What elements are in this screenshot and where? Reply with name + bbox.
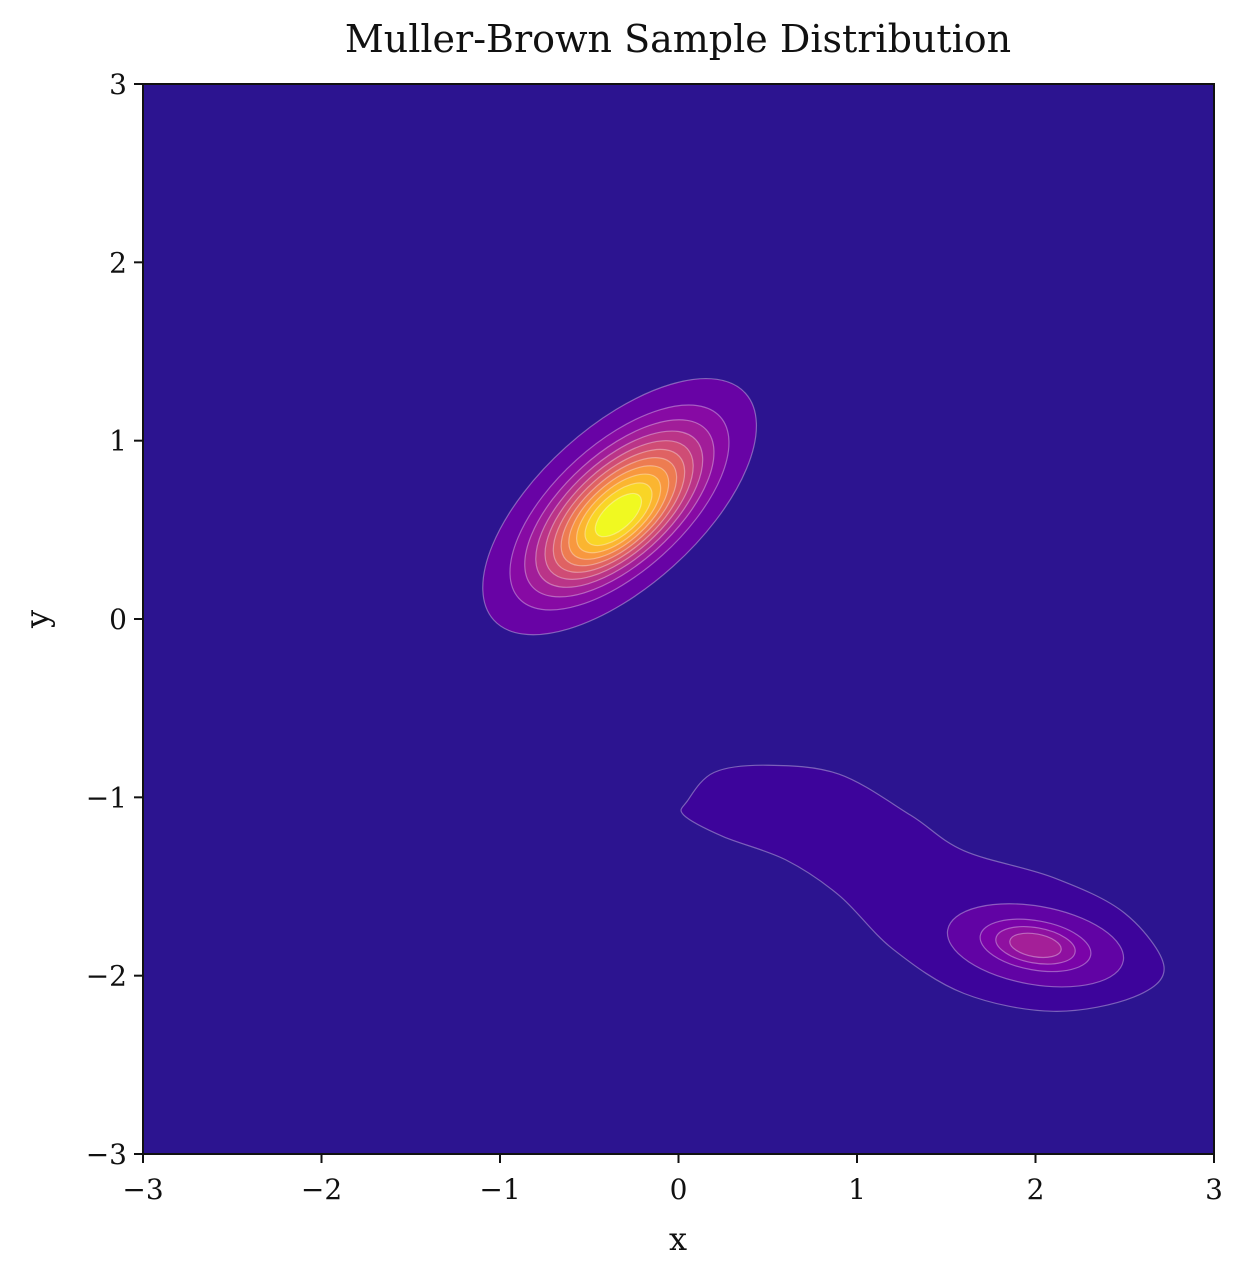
- y-tick-label: −1: [86, 781, 127, 814]
- x-tick-label: 2: [1027, 1173, 1045, 1206]
- y-axis: −3 −2 −1 0 1 2 3: [86, 68, 143, 1171]
- chart-title: Muller-Brown Sample Distribution: [345, 17, 1011, 61]
- y-tick-label: 2: [109, 246, 127, 279]
- density-contours: [482, 378, 1165, 1012]
- x-axis: −3 −2 −1 0 1 2 3: [122, 1154, 1223, 1206]
- x-tick-label: 3: [1205, 1173, 1223, 1206]
- y-tick-label: 3: [109, 68, 127, 101]
- contour-band: [1009, 932, 1062, 959]
- contour-band: [594, 492, 643, 538]
- x-tick-label: −3: [122, 1173, 163, 1206]
- x-tick-label: −2: [301, 1173, 342, 1206]
- x-tick-label: −1: [479, 1173, 520, 1206]
- x-axis-label: x: [669, 1220, 687, 1258]
- y-axis-label: y: [18, 610, 56, 629]
- x-tick-label: 1: [848, 1173, 866, 1206]
- x-tick-label: 0: [670, 1173, 688, 1206]
- y-tick-label: 1: [109, 425, 127, 458]
- y-tick-label: 0: [109, 603, 127, 636]
- y-tick-label: −3: [86, 1138, 127, 1171]
- y-tick-label: −2: [86, 960, 127, 993]
